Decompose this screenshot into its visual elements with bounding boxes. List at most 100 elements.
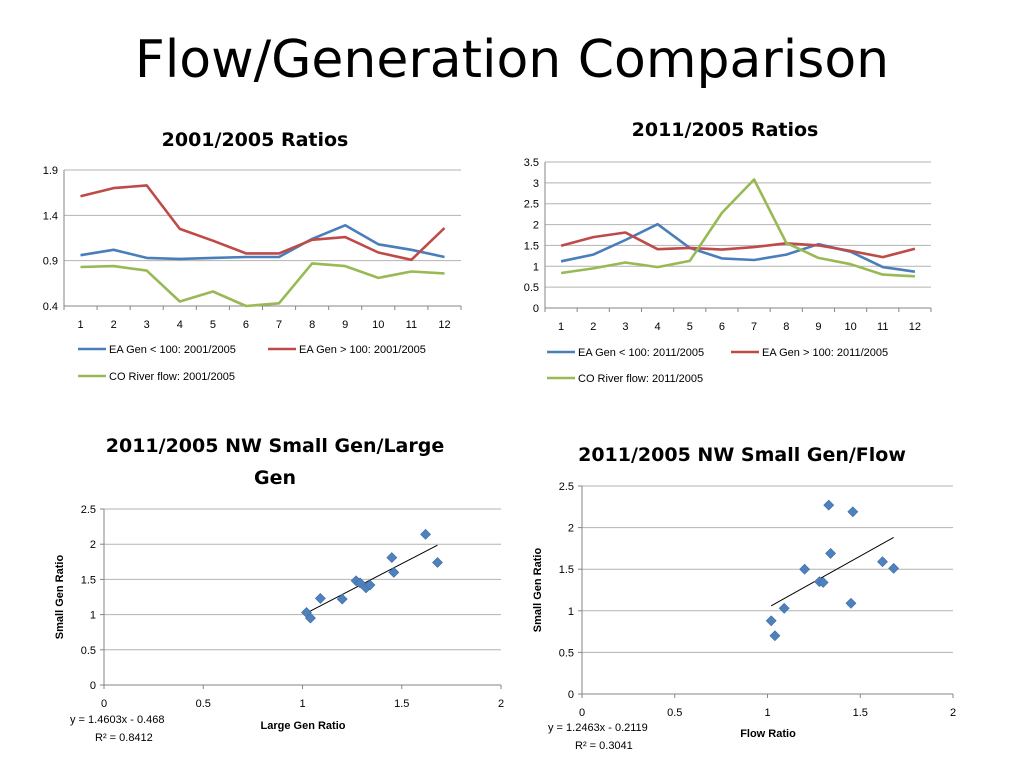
chart2-xtick-label: 11 — [877, 321, 888, 333]
chart2-xtick-label: 1 — [558, 321, 564, 333]
chart2-ytick-label: 2 — [533, 220, 539, 232]
chart4-xtick-label: 2 — [950, 707, 956, 719]
chart4-data-point — [799, 563, 811, 575]
chart1-ytick-label: 0.4 — [43, 301, 58, 313]
chart2-legend-label-3: CO River flow: 2011/2005 — [578, 373, 703, 385]
chart2-xtick-label: 7 — [751, 321, 757, 333]
chart4-data-point — [778, 602, 790, 614]
chart4-title-line-1: 2011/2005 NW Small Gen/Flow — [578, 444, 906, 466]
chart3-ytick-label: 0.5 — [81, 645, 96, 657]
chart4-x-axis-label: Flow Ratio — [740, 728, 796, 740]
chart3-data-point — [314, 592, 326, 604]
chart3-data-point — [305, 612, 316, 624]
chart2-ytick-label: 0.5 — [524, 282, 539, 294]
chart3-ytick-label: 0 — [90, 680, 96, 692]
chart2-xtick-label: 5 — [687, 321, 693, 333]
chart2-xtick-label: 6 — [719, 321, 725, 333]
chart2-ytick-label: 3 — [533, 178, 539, 190]
chart4-ytick-label: 2 — [568, 523, 574, 535]
chart3-data-point — [364, 579, 376, 591]
chart4-xtick-label: 0.5 — [667, 707, 682, 719]
chart3-xtick-label: 1.5 — [394, 698, 409, 710]
chart2-xtick-label: 9 — [815, 321, 821, 333]
chart4-xtick-label: 1.5 — [853, 707, 868, 719]
chart1-xtick-label: 12 — [438, 319, 450, 331]
chart4-ytick-label: 0.5 — [559, 647, 574, 659]
chart1-xtick-label: 4 — [177, 319, 183, 331]
chart2-xtick-label: 2 — [590, 321, 596, 333]
chart2-xtick-label: 10 — [844, 321, 856, 333]
chart1-xtick-label: 8 — [309, 319, 315, 331]
chart3-trend-equation: y = 1.4603x - 0.468 — [70, 714, 164, 726]
chart3-data-point — [336, 593, 348, 605]
chart1-xtick-label: 3 — [144, 319, 150, 331]
chart2-ytick-label: 3.5 — [524, 157, 539, 169]
chart2-xtick-label: 4 — [655, 321, 661, 333]
chart4-data-point — [817, 577, 829, 588]
chart1-title: 2001/2005 Ratios — [162, 129, 349, 151]
chart4-data-point — [847, 506, 859, 518]
chart1-xtick-label: 2 — [111, 319, 117, 331]
chart4-trendline — [770, 536, 894, 607]
chart2-series-line-3 — [560, 178, 915, 278]
chart2-legend-label-1: EA Gen < 100: 2011/2005 — [578, 347, 704, 359]
chart4-y-axis-label: Small Gen Ratio — [532, 548, 544, 633]
chart1-xtick-label: 5 — [210, 319, 216, 331]
chart2-legend-label-2: EA Gen > 100: 2011/2005 — [762, 347, 888, 359]
chart4-ytick-label: 2.5 — [559, 481, 574, 493]
chart1-legend-label-3: CO River flow: 2001/2005 — [109, 371, 235, 383]
chart2-series-line-1 — [560, 222, 916, 273]
chart1-xtick-label: 11 — [406, 319, 417, 331]
chart3-data-point — [420, 528, 431, 540]
chart4-ytick-label: 0 — [568, 689, 574, 701]
chart1-xtick-label: 9 — [342, 319, 348, 331]
chart3-title-line-2: Gen — [254, 467, 296, 489]
chart2-xtick-label: 8 — [783, 321, 789, 333]
chart4-data-point — [769, 630, 781, 642]
chart1-xtick-label: 1 — [77, 319, 83, 331]
chart2-ytick-label: 0 — [533, 303, 539, 315]
chart4-ytick-label: 1 — [568, 606, 574, 618]
chart4-data-point — [877, 556, 888, 568]
chart3-ytick-label: 1.5 — [81, 574, 96, 586]
chart2-title: 2011/2005 Ratios — [632, 119, 819, 141]
chart3-x-axis-label: Large Gen Ratio — [261, 720, 346, 732]
chart4-data-point — [888, 562, 900, 574]
chart2-ytick-label: 1 — [533, 261, 539, 273]
chart1-series-line-3 — [80, 262, 445, 308]
chart1-ytick-label: 1.9 — [43, 165, 58, 177]
chart1-xtick-label: 10 — [372, 319, 384, 331]
chart4-data-point — [845, 597, 857, 609]
chart1-series-line-2 — [80, 184, 446, 262]
chart3-data-point — [354, 577, 366, 589]
chart4-xtick-label: 1 — [764, 707, 770, 719]
chart3-xtick-label: 0 — [101, 698, 107, 710]
chart2-series-line-2 — [560, 231, 916, 259]
chart1-xtick-label: 7 — [276, 319, 282, 331]
chart3-xtick-label: 2 — [498, 698, 504, 710]
chart3-data-point — [386, 552, 398, 564]
chart2-xtick-label: 3 — [622, 321, 628, 333]
chart3-trendline — [306, 544, 438, 614]
chart4-data-point — [823, 499, 835, 511]
chart4-data-point — [825, 547, 836, 559]
chart3-trend-r2: R² = 0.8412 — [95, 732, 153, 744]
chart4-xtick-label: 0 — [579, 707, 585, 719]
chart4-data-point — [765, 615, 777, 627]
chart3-ytick-label: 2.5 — [81, 504, 96, 516]
chart1-ytick-label: 1.4 — [43, 210, 58, 222]
chart3-data-point — [388, 566, 400, 578]
chart3-data-point — [432, 557, 443, 568]
chart1-xtick-label: 6 — [243, 319, 249, 331]
chart1-series-line-1 — [80, 224, 445, 261]
chart4-trend-r2: R² = 0.3041 — [575, 740, 633, 752]
chart1-legend-label-1: EA Gen < 100: 2001/2005 — [109, 344, 236, 356]
chart4-ytick-label: 1.5 — [559, 564, 574, 576]
chart3-xtick-label: 1 — [299, 698, 305, 710]
chart4-trend-equation: y = 1.2463x - 0.2119 — [548, 722, 648, 734]
chart3-xtick-label: 0.5 — [196, 698, 211, 710]
chart2-ytick-label: 1.5 — [524, 240, 539, 252]
chart2-xtick-label: 12 — [909, 321, 921, 333]
chart3-ytick-label: 1 — [90, 610, 96, 622]
